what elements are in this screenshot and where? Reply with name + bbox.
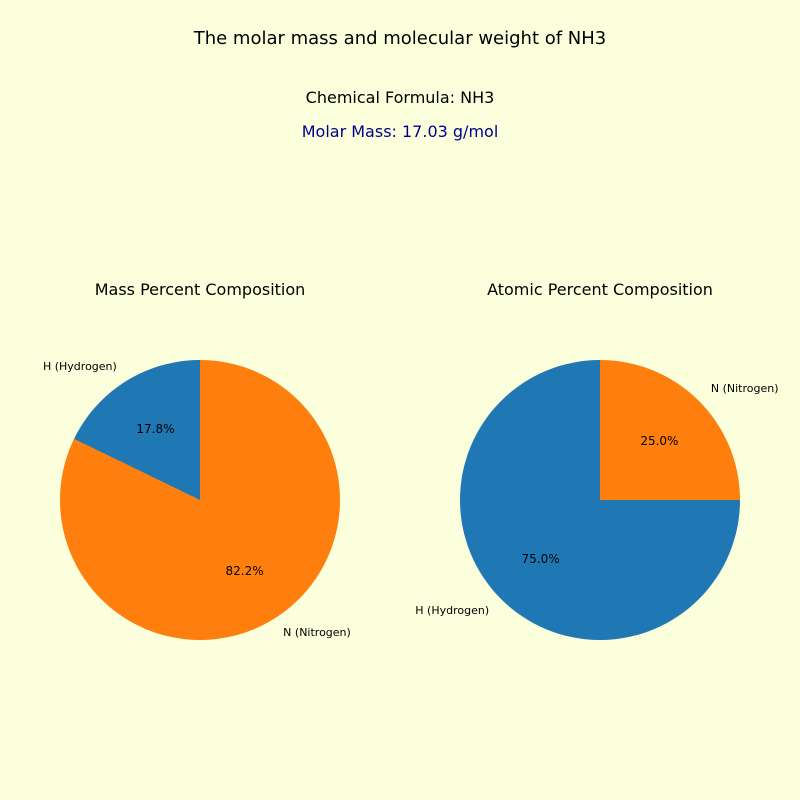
main-title: The molar mass and molecular weight of N… xyxy=(0,28,800,49)
pie-pct-label: 82.2% xyxy=(226,564,264,578)
atomic-chart-title: Atomic Percent Composition xyxy=(400,280,800,299)
pie-pct-label: 17.8% xyxy=(136,422,174,436)
atomic-pie-chart: 75.0%H (Hydrogen)25.0%N (Nitrogen) xyxy=(460,360,740,640)
pie-slice-label: H (Hydrogen) xyxy=(415,604,489,617)
pie-slice-label: N (Nitrogen) xyxy=(711,382,779,395)
pie-disc xyxy=(60,360,340,640)
molar-mass-line: Molar Mass: 17.03 g/mol xyxy=(0,122,800,141)
pie-slice-label: H (Hydrogen) xyxy=(43,360,117,373)
chemical-formula-line: Chemical Formula: NH3 xyxy=(0,88,800,107)
pie-pct-label: 25.0% xyxy=(640,434,678,448)
pie-pct-label: 75.0% xyxy=(522,552,560,566)
figure-canvas: The molar mass and molecular weight of N… xyxy=(0,0,800,800)
pie-disc xyxy=(460,360,740,640)
mass-chart-title: Mass Percent Composition xyxy=(0,280,400,299)
pie-slice-label: N (Nitrogen) xyxy=(283,626,351,639)
mass-pie-chart: 17.8%H (Hydrogen)82.2%N (Nitrogen) xyxy=(60,360,340,640)
